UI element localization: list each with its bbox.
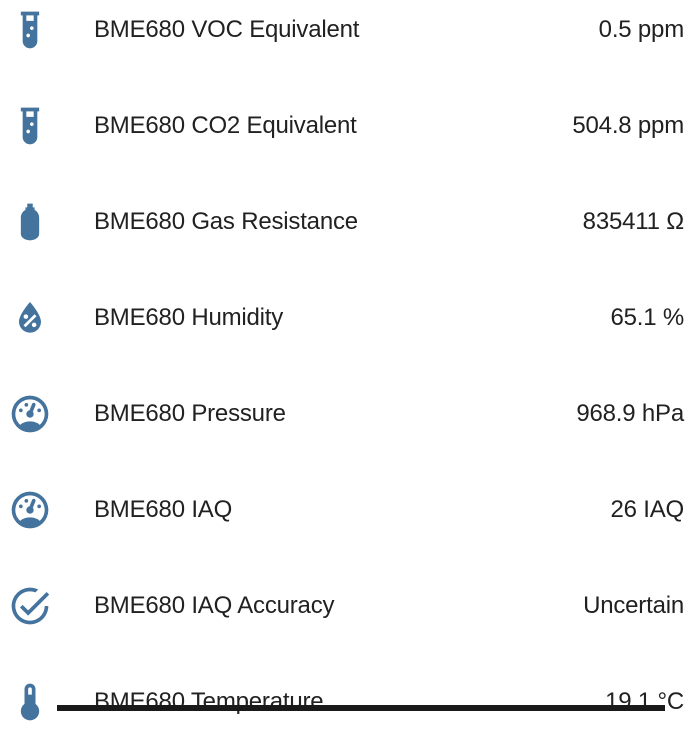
sensor-row[interactable]: BME680 Gas Resistance 835411 Ω xyxy=(0,174,692,270)
sensor-value: 0.5 ppm xyxy=(598,16,685,43)
sensor-name-label: BME680 Humidity xyxy=(94,304,284,331)
sensor-row[interactable]: BME680 VOC Equivalent 0.5 ppm xyxy=(0,0,692,78)
sensor-value: 835411 Ω xyxy=(582,208,685,235)
sensor-name-label: BME680 VOC Equivalent xyxy=(94,16,360,43)
sensor-name-label: BME680 CO2 Equivalent xyxy=(94,112,357,139)
sensor-row[interactable]: BME680 Temperature 19.1 °C xyxy=(0,654,692,750)
gauge-icon xyxy=(11,491,49,529)
bottom-cutoff-bar xyxy=(57,705,665,711)
gauge-icon xyxy=(11,395,49,433)
sensor-name-label: BME680 IAQ xyxy=(94,496,233,523)
water-percent-icon xyxy=(19,301,41,333)
sensor-value: 26 IAQ xyxy=(610,496,684,523)
sensor-value: 19.1 °C xyxy=(605,688,684,715)
thermometer-icon xyxy=(20,683,40,721)
sensor-row[interactable]: BME680 IAQ Accuracy Uncertain xyxy=(0,558,692,654)
sensor-name-label: BME680 IAQ Accuracy xyxy=(94,592,335,619)
sensor-row[interactable]: BME680 CO2 Equivalent 504.8 ppm xyxy=(0,78,692,174)
sensor-name-label: BME680 Temperature xyxy=(94,688,324,715)
sensor-row[interactable]: BME680 Humidity 65.1 % xyxy=(0,270,692,366)
test-tube-icon xyxy=(20,107,40,145)
sensor-value: 504.8 ppm xyxy=(572,112,684,139)
gas-cylinder-icon xyxy=(20,203,40,241)
sensor-value: Uncertain xyxy=(583,592,684,619)
sensor-row[interactable]: BME680 Pressure 968.9 hPa xyxy=(0,366,692,462)
check-circle-icon xyxy=(11,587,50,625)
sensor-name-label: BME680 Gas Resistance xyxy=(94,208,358,235)
test-tube-icon xyxy=(20,11,40,49)
sensor-row[interactable]: BME680 IAQ 26 IAQ xyxy=(0,462,692,558)
sensor-name-label: BME680 Pressure xyxy=(94,400,286,427)
sensor-value: 65.1 % xyxy=(610,304,684,331)
sensor-value: 968.9 hPa xyxy=(576,400,684,427)
